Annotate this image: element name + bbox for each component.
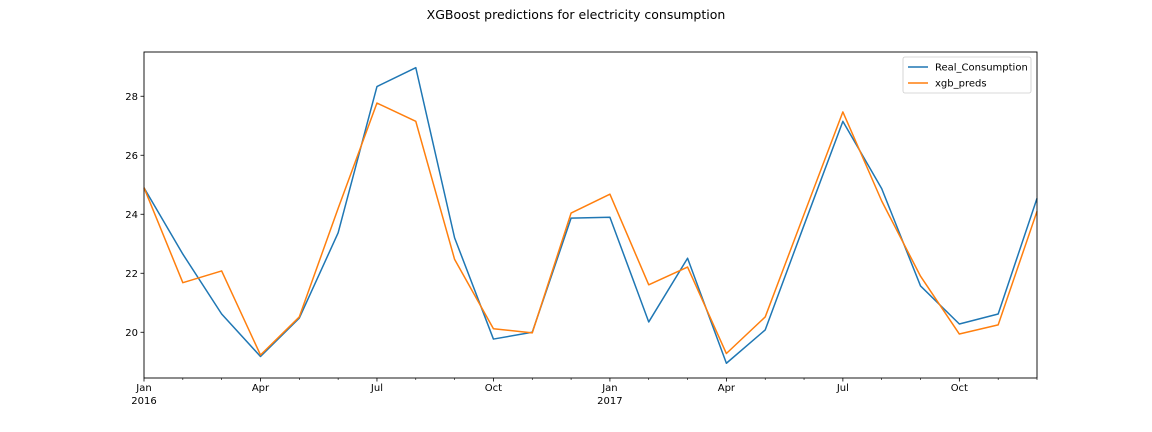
- y-tick-label-4: 28: [125, 92, 138, 103]
- x-tick-label-2: Jul: [370, 383, 383, 394]
- series-line-0: [143, 66, 1038, 364]
- y-tick-label-0: 20: [125, 328, 138, 339]
- plot-frame: [143, 51, 1038, 379]
- x-tick-label-5: Apr: [718, 383, 736, 394]
- x-tick-label-7: Oct: [951, 383, 968, 394]
- series-line-1: [143, 102, 1038, 356]
- legend-box: [902, 56, 1032, 94]
- legend: Real_Consumption xgb_preds: [902, 56, 1032, 94]
- legend-label-1: xgb_preds: [935, 79, 987, 90]
- x-year-label-4: 2017: [597, 396, 622, 407]
- y-tick-label-3: 26: [125, 151, 138, 162]
- chart-title: XGBoost predictions for electricity cons…: [427, 7, 726, 22]
- axis-layer: 20 22 24 26 28 Jan 2016 Apr Jul Oct Jan 2017 Apr Jul O…: [125, 92, 1038, 407]
- x-tick-label-1: Apr: [252, 383, 270, 394]
- series-layer: [143, 66, 1038, 364]
- y-tick-label-1: 22: [125, 269, 138, 280]
- y-tick-label-2: 24: [125, 210, 138, 221]
- x-tick-label-6: Jul: [836, 383, 849, 394]
- x-tick-label-3: Oct: [485, 383, 502, 394]
- x-year-label-0: 2016: [131, 396, 156, 407]
- x-tick-label-4: Jan: [601, 383, 617, 394]
- legend-label-0: Real_Consumption: [935, 63, 1028, 74]
- x-tick-label-0: Jan: [135, 383, 151, 394]
